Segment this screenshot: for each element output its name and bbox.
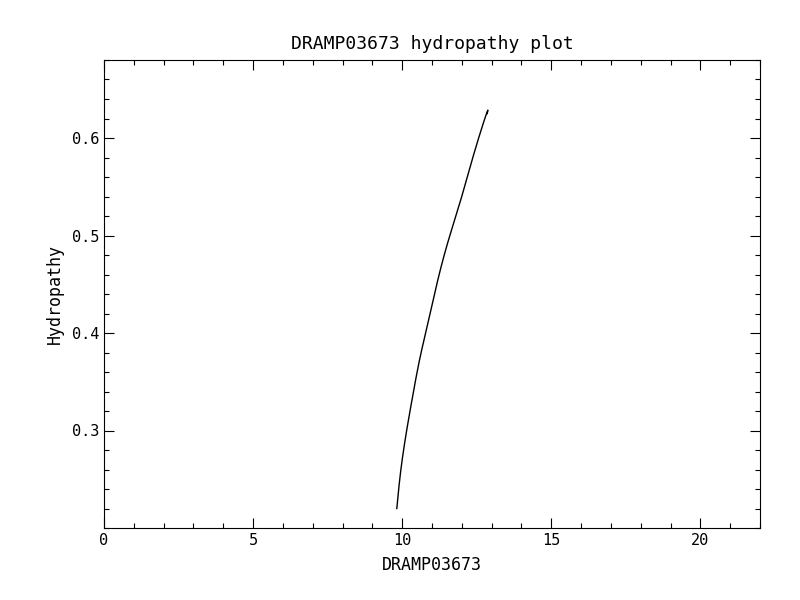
X-axis label: DRAMP03673: DRAMP03673 — [382, 556, 482, 574]
Y-axis label: Hydropathy: Hydropathy — [46, 244, 63, 344]
Title: DRAMP03673 hydropathy plot: DRAMP03673 hydropathy plot — [290, 35, 574, 53]
